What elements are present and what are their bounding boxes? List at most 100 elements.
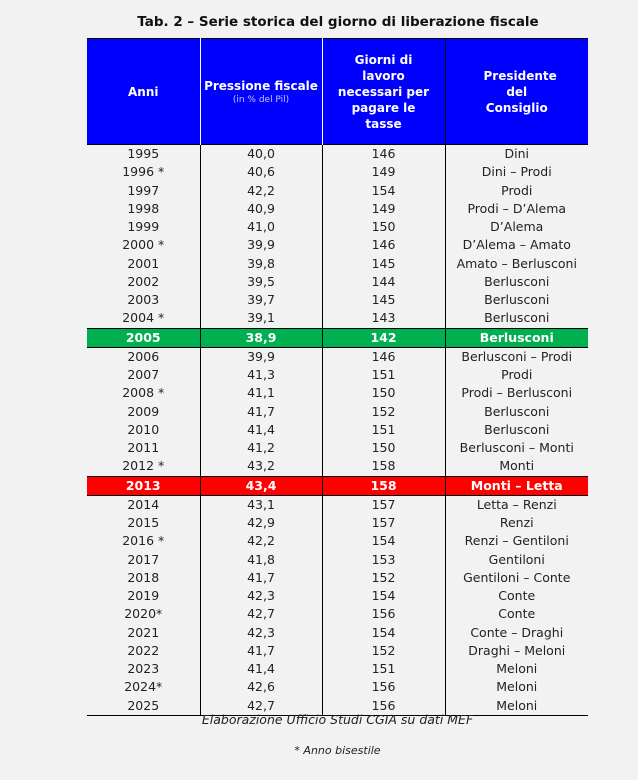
cell-presidente: Prodi – D’Alema — [444, 199, 588, 218]
table-row: 2015 42,9 157 Renzi — [87, 514, 588, 533]
cell-pressione: 41,4 — [199, 420, 322, 439]
cell-pressione: 42,2 — [199, 181, 322, 200]
table-row: 2022 41,7 152 Draghi – Meloni — [87, 641, 588, 660]
cell-giorni: 150 — [321, 384, 445, 403]
cell-giorni: 157 — [321, 495, 445, 514]
cell-presidente: Conte – Draghi — [444, 623, 588, 642]
table-row: 2005 38,9 142 Berlusconi — [87, 327, 588, 348]
cell-pressione: 40,6 — [199, 163, 322, 182]
footnote: * Anno bisestile — [294, 744, 381, 757]
cell-presidente: Amato – Berlusconi — [444, 254, 588, 273]
cell-anno: 2020* — [124, 606, 163, 622]
cell-anno: 2000 * — [122, 237, 165, 253]
cell-pressione: 42,9 — [199, 514, 322, 533]
cell-anno: 2018 — [127, 569, 160, 585]
cell-giorni: 152 — [321, 641, 445, 660]
cell-anno: 1999 — [127, 219, 160, 235]
cell-presidente: Berlusconi — [444, 420, 588, 439]
cell-giorni: 143 — [321, 309, 445, 328]
cell-anno: 2003 — [127, 292, 160, 308]
cell-anno: 2011 — [127, 440, 160, 456]
cell-giorni: 156 — [321, 605, 445, 624]
cell-presidente: Monti – Letta — [444, 475, 588, 496]
table-row: 2006 39,9 146 Berlusconi – Prodi — [87, 347, 588, 366]
cell-anno: 2021 — [127, 624, 160, 640]
header-pressione-sub: (in % del Pil) — [232, 94, 290, 105]
table-row: 2025 42,7 156 Meloni — [87, 696, 588, 716]
table-row: 2004 * 39,1 143 Berlusconi — [87, 309, 588, 328]
table-row: 2000 * 39,9 146 D’Alema – Amato — [87, 236, 588, 255]
cell-anno: 2022 — [127, 642, 160, 658]
cell-pressione: 42,7 — [199, 696, 322, 716]
header-giorni: Giorni di lavoro necessari per pagare le… — [321, 38, 445, 145]
cell-anno: 2007 — [127, 367, 160, 383]
cell-anno: 1997 — [127, 182, 160, 198]
cell-giorni: 158 — [321, 457, 445, 476]
header-anni: Anni — [87, 38, 200, 145]
table-row: 2023 41,4 151 Meloni — [87, 660, 588, 679]
table-row: 2017 41,8 153 Gentiloni — [87, 550, 588, 569]
table-row: 2009 41,7 152 Berlusconi — [87, 402, 588, 421]
cell-pressione: 38,9 — [199, 327, 322, 348]
cell-presidente: Letta – Renzi — [444, 495, 588, 514]
cell-anno: 2017 — [127, 551, 160, 567]
cell-pressione: 40,9 — [199, 199, 322, 218]
cell-giorni: 144 — [321, 272, 445, 291]
cell-giorni: 154 — [321, 532, 445, 551]
cell-pressione: 42,6 — [199, 678, 322, 697]
cell-anno: 2013 — [87, 475, 200, 496]
cell-anno: 2015 — [127, 515, 160, 531]
header-pressione: Pressione fiscale (in % del Pil) — [199, 38, 322, 145]
fiscal-liberation-table: Anni Pressione fiscale (in % del Pil) Gi… — [87, 38, 588, 716]
cell-pressione: 43,1 — [199, 495, 322, 514]
cell-pressione: 41,0 — [199, 218, 322, 237]
table-row: 2013 43,4 158 Monti – Letta — [87, 475, 588, 496]
table-row: 2001 39,8 145 Amato – Berlusconi — [87, 254, 588, 273]
table-row: 1997 42,2 154 Prodi — [87, 181, 588, 200]
cell-presidente: Renzi – Gentiloni — [444, 532, 588, 551]
cell-pressione: 41,1 — [199, 384, 322, 403]
table-row: 2024* 42,6 156 Meloni — [87, 678, 588, 697]
cell-presidente: Draghi – Meloni — [444, 641, 588, 660]
cell-pressione: 40,0 — [199, 144, 322, 164]
cell-anno: 2009 — [127, 403, 160, 419]
cell-anno: 2008 * — [122, 385, 165, 401]
cell-giorni: 146 — [321, 144, 445, 164]
cell-anno: 2012 * — [122, 458, 165, 474]
cell-presidente: Monti — [444, 457, 588, 476]
cell-presidente: Berlusconi — [444, 327, 588, 348]
cell-anno: 2023 — [127, 661, 160, 677]
cell-presidente: D’Alema — [444, 218, 588, 237]
cell-presidente: Berlusconi – Prodi — [444, 347, 588, 366]
cell-presidente: Berlusconi — [444, 402, 588, 421]
cell-giorni: 154 — [321, 623, 445, 642]
cell-anno: 2010 — [127, 421, 160, 437]
source-note: Elaborazione Ufficio Studi CGIA su dati … — [201, 712, 474, 727]
cell-giorni: 150 — [321, 439, 445, 458]
cell-anno: 2024* — [124, 679, 163, 695]
table-row: 1995 40,0 146 Dini — [87, 144, 588, 164]
table-row: 1998 40,9 149 Prodi – D’Alema — [87, 199, 588, 218]
cell-pressione: 42,3 — [199, 623, 322, 642]
cell-anno: 1998 — [127, 200, 160, 216]
cell-presidente: Berlusconi — [444, 309, 588, 328]
cell-giorni: 156 — [321, 696, 445, 716]
cell-presidente: Prodi — [444, 181, 588, 200]
cell-pressione: 42,3 — [199, 587, 322, 606]
cell-giorni: 154 — [321, 181, 445, 200]
table-title: Tab. 2 – Serie storica del giorno di lib… — [137, 14, 539, 30]
table-row: 2008 * 41,1 150 Prodi – Berlusconi — [87, 384, 588, 403]
cell-anno: 2016 * — [122, 533, 165, 549]
cell-presidente: Meloni — [444, 660, 588, 679]
cell-presidente: Berlusconi — [444, 291, 588, 310]
cell-giorni: 146 — [321, 347, 445, 366]
cell-anno: 2004 * — [122, 310, 165, 326]
cell-pressione: 39,9 — [199, 236, 322, 255]
header-presidente: Presidente del Consiglio — [444, 38, 588, 145]
cell-giorni: 157 — [321, 514, 445, 533]
cell-giorni: 150 — [321, 218, 445, 237]
cell-giorni: 145 — [321, 291, 445, 310]
cell-giorni: 152 — [321, 568, 445, 587]
cell-pressione: 39,8 — [199, 254, 322, 273]
cell-anno: 1996 * — [122, 164, 165, 180]
